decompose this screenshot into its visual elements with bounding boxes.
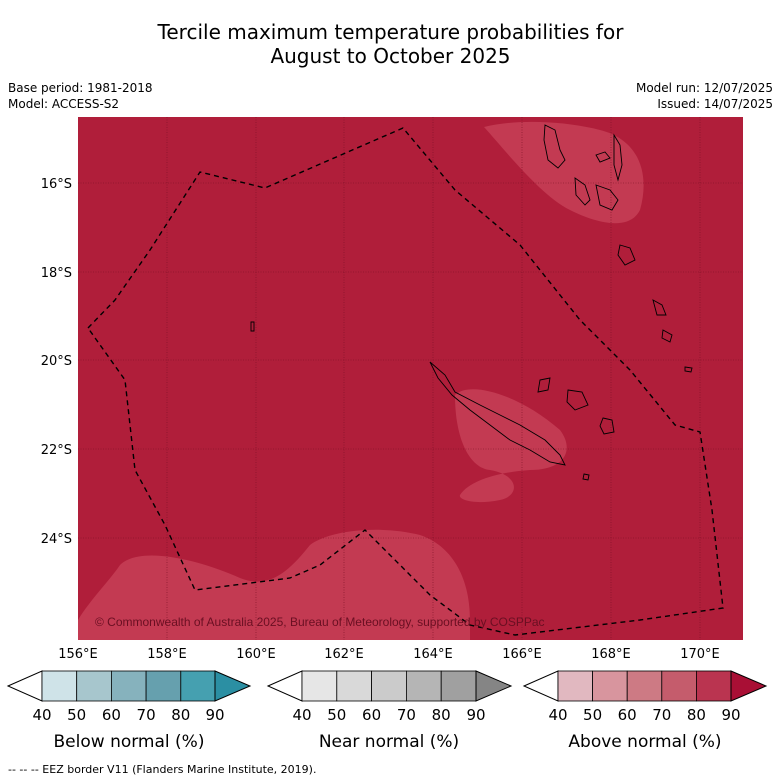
- island-chesterfield: [250, 321, 255, 332]
- legend-below-tick: 60: [102, 706, 121, 724]
- legend-below-tick: 40: [32, 706, 51, 724]
- islands: [250, 124, 693, 481]
- legend-above-normal: [522, 670, 768, 702]
- lat-label-20s: 20°S: [41, 354, 72, 369]
- legend-below-tick: 80: [171, 706, 190, 724]
- lat-label-24s: 24°S: [41, 532, 72, 547]
- legend-near-tick: 70: [397, 706, 416, 724]
- lat-label-16s: 16°S: [41, 177, 72, 192]
- legend-below-normal: [6, 670, 252, 702]
- island-isle-of-pines: [582, 473, 590, 481]
- island-small-3: [652, 299, 667, 316]
- copyright-text: © Commonwealth of Australia 2025, Bureau…: [95, 615, 545, 629]
- graticule: [78, 117, 743, 640]
- lon-label-164e: 164°E: [413, 647, 453, 662]
- legend-above-label: Above normal (%): [568, 732, 721, 752]
- title-line-2: August to October 2025: [270, 44, 511, 68]
- island-small-4: [661, 329, 673, 343]
- island-malekula: [574, 177, 591, 206]
- legend-above-tick: 40: [548, 706, 567, 724]
- lighter-patch-new-caledonia: [455, 389, 567, 503]
- legend-near-tick: 80: [432, 706, 451, 724]
- lighter-patch-south-west: [78, 529, 470, 640]
- title-line-1: Tercile maximum temperature probabilitie…: [157, 20, 624, 44]
- island-north: [613, 133, 623, 182]
- base-period-text: Base period: 1981-2018: [8, 81, 153, 95]
- map-title: Tercile maximum temperature probabilitie…: [0, 20, 781, 68]
- legend-above-tick: 80: [687, 706, 706, 724]
- island-loyalty-3: [599, 417, 615, 435]
- legend-near-label: Near normal (%): [319, 732, 459, 752]
- island-small-1: [595, 151, 611, 163]
- island-new-caledonia: [429, 361, 566, 466]
- legend-near-tick: 40: [292, 706, 311, 724]
- meta-right: Model run: 12/07/2025 Issued: 14/07/2025: [636, 80, 773, 112]
- legend-below-tick: 50: [67, 706, 86, 724]
- legend-above-tick: 50: [583, 706, 602, 724]
- model-text: Model: ACCESS-S2: [8, 97, 120, 111]
- island-espiritu-santo: [543, 124, 566, 169]
- lon-labels: 156°E 158°E 160°E 162°E 164°E 166°E 168°…: [58, 647, 720, 662]
- island-efate: [595, 184, 619, 211]
- model-run-text: Model run: 12/07/2025: [635, 81, 773, 95]
- legend-above-tick: 90: [721, 706, 740, 724]
- lon-label-168e: 168°E: [591, 647, 631, 662]
- legend-near-normal: [266, 670, 513, 702]
- lon-label-160e: 160°E: [236, 647, 276, 662]
- issued-text: Issued: 14/07/2025: [657, 97, 773, 111]
- legend-above-tick: 60: [618, 706, 637, 724]
- lat-labels: 16°S 18°S 20°S 22°S 24°S: [41, 177, 72, 547]
- legend-below-tick: 70: [137, 706, 156, 724]
- meta-left: Base period: 1981-2018 Model: ACCESS-S2: [8, 80, 153, 112]
- legend-near-tick: 90: [466, 706, 485, 724]
- eez-border: [87, 127, 724, 636]
- lon-label-162e: 162°E: [324, 647, 364, 662]
- island-loyalty-4: [684, 366, 693, 373]
- lighter-patch-vanuatu: [484, 121, 644, 224]
- island-loyalty-2: [566, 389, 589, 411]
- island-loyalty-1: [537, 377, 551, 393]
- eez-footnote: -- -- -- EEZ border V11 (Flanders Marine…: [8, 763, 317, 776]
- lon-label-166e: 166°E: [502, 647, 542, 662]
- lon-label-170e: 170°E: [680, 647, 720, 662]
- legend-near-tick: 60: [362, 706, 381, 724]
- legend-near-tick: 50: [327, 706, 346, 724]
- island-small-2: [617, 244, 636, 266]
- legend-above-tick: 70: [652, 706, 671, 724]
- lon-label-156e: 156°E: [58, 647, 98, 662]
- lat-label-22s: 22°S: [41, 443, 72, 458]
- lat-label-18s: 18°S: [41, 266, 72, 281]
- legend-below-tick: 90: [205, 706, 224, 724]
- lon-label-158e: 158°E: [147, 647, 187, 662]
- legend-below-label: Below normal (%): [54, 732, 205, 752]
